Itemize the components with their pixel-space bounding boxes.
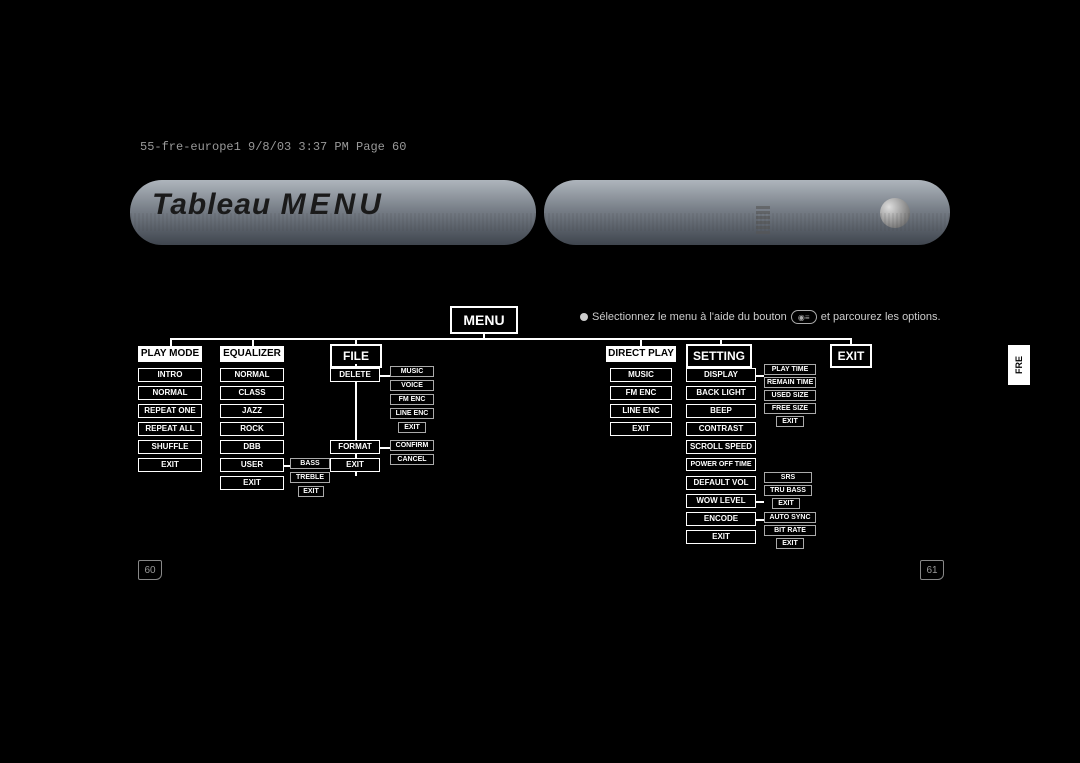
node-f-delete: DELETE xyxy=(330,368,380,382)
instruction-pre: Sélectionnez le menu à l'aide du bouton xyxy=(592,311,787,323)
node-sd-remain: REMAIN TIME xyxy=(764,377,816,388)
node-pm-repall: REPEAT ALL xyxy=(138,422,202,436)
bullet-icon xyxy=(580,313,588,321)
node-dp-lineenc: LINE ENC xyxy=(610,404,672,418)
node-sd-free: FREE SIZE xyxy=(764,403,816,414)
node-equalizer: EQUALIZER xyxy=(220,346,284,362)
node-exit: EXIT xyxy=(830,344,872,368)
node-eq-class: CLASS xyxy=(220,386,284,400)
node-s-encode: ENCODE xyxy=(686,512,756,526)
title-part-2: MENU xyxy=(281,188,385,221)
node-eq-dbb: DBB xyxy=(220,440,284,454)
node-eq-jazz: JAZZ xyxy=(220,404,284,418)
node-sd-used: USED SIZE xyxy=(764,390,816,401)
node-pm-normal: NORMAL xyxy=(138,386,202,400)
instruction-post: et parcourez les options. xyxy=(821,311,941,323)
header-metadata: 55-fre-europe1 9/8/03 3:37 PM Page 60 xyxy=(140,140,406,154)
instruction-text: Sélectionnez le menu à l'aide du bouton … xyxy=(580,310,941,324)
language-tag: FRE xyxy=(1008,345,1030,385)
node-directplay: DIRECT PLAY xyxy=(606,346,676,362)
node-s-wow: WOW LEVEL xyxy=(686,494,756,508)
node-eq-normal: NORMAL xyxy=(220,368,284,382)
node-s-exit: EXIT xyxy=(686,530,756,544)
node-se-bit: BIT RATE xyxy=(764,525,816,536)
node-pm-shuffle: SHUFFLE xyxy=(138,440,202,454)
menu-tree-diagram: Sélectionnez le menu à l'aide du bouton … xyxy=(130,300,1030,560)
banner-bars-icon xyxy=(756,192,770,234)
node-s-display: DISPLAY xyxy=(686,368,756,382)
title-part-1: Tableau xyxy=(152,188,281,221)
node-fd-exit: EXIT xyxy=(398,422,426,433)
node-pm-intro: INTRO xyxy=(138,368,202,382)
page-number-left: 60 xyxy=(138,560,162,580)
title-banner: Tableau MENU xyxy=(130,180,950,245)
node-sw-srs: SRS xyxy=(764,472,812,483)
dial-button-icon: ◉≡ xyxy=(791,310,817,324)
node-f-format: FORMAT xyxy=(330,440,380,454)
node-ff-cancel: CANCEL xyxy=(390,454,434,465)
node-menu: MENU xyxy=(450,306,518,334)
node-s-power: POWER OFF TIME xyxy=(686,458,756,471)
node-f-exit: EXIT xyxy=(330,458,380,472)
node-eq-uexit: EXIT xyxy=(298,486,324,497)
node-dp-exit: EXIT xyxy=(610,422,672,436)
node-sd-exit: EXIT xyxy=(776,416,804,427)
node-eq-bass: BASS xyxy=(290,458,330,469)
node-pm-exit: EXIT xyxy=(138,458,202,472)
node-ff-confirm: CONFIRM xyxy=(390,440,434,451)
node-s-beep: BEEP xyxy=(686,404,756,418)
banner-title: Tableau MENU xyxy=(152,188,385,222)
page-number-right: 61 xyxy=(920,560,944,580)
node-dp-fmenc: FM ENC xyxy=(610,386,672,400)
node-fd-lineenc: LINE ENC xyxy=(390,408,434,419)
node-eq-treble: TREBLE xyxy=(290,472,330,483)
node-eq-user: USER xyxy=(220,458,284,472)
node-s-defvol: DEFAULT VOL xyxy=(686,476,756,490)
node-sw-tru: TRU BASS xyxy=(764,485,812,496)
node-dp-music: MUSIC xyxy=(610,368,672,382)
node-se-exit: EXIT xyxy=(776,538,804,549)
banner-left: Tableau MENU xyxy=(130,180,536,245)
node-fd-music: MUSIC xyxy=(390,366,434,377)
node-fd-voice: VOICE xyxy=(390,380,434,391)
node-se-auto: AUTO SYNC xyxy=(764,512,816,523)
node-s-scroll: SCROLL SPEED xyxy=(686,440,756,454)
node-pm-repone: REPEAT ONE xyxy=(138,404,202,418)
node-setting: SETTING xyxy=(686,344,752,368)
node-eq-exit: EXIT xyxy=(220,476,284,490)
node-sd-play: PLAY TIME xyxy=(764,364,816,375)
node-sw-exit: EXIT xyxy=(772,498,800,509)
node-fd-fmenc: FM ENC xyxy=(390,394,434,405)
node-eq-rock: ROCK xyxy=(220,422,284,436)
node-s-backlight: BACK LIGHT xyxy=(686,386,756,400)
banner-right xyxy=(544,180,950,245)
node-s-contrast: CONTRAST xyxy=(686,422,756,436)
node-playmode: PLAY MODE xyxy=(138,346,202,362)
banner-knob-icon xyxy=(880,198,910,228)
